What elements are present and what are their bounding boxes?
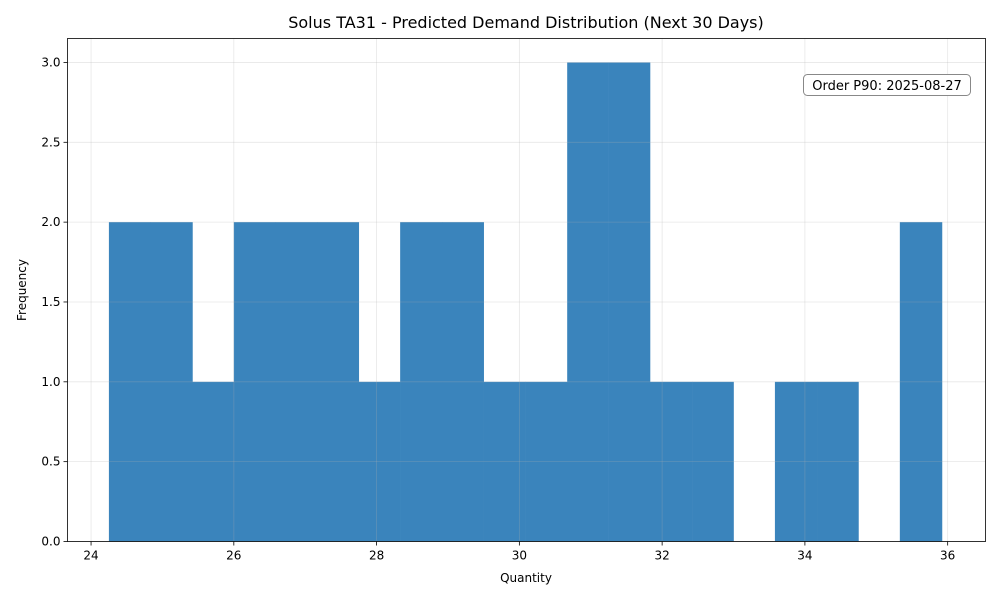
x-axis-ticks: 24 26 28 30 32 34 36 bbox=[83, 541, 955, 563]
histogram-bar bbox=[442, 222, 484, 542]
x-tick-label: 28 bbox=[369, 549, 384, 563]
histogram-bar bbox=[817, 381, 859, 542]
annotation-text: Order P90: 2025-08-27 bbox=[812, 79, 962, 94]
y-tick-label: 2.0 bbox=[41, 215, 60, 229]
histogram-bar bbox=[567, 62, 609, 542]
y-tick-label: 2.5 bbox=[41, 135, 60, 149]
histogram-bar bbox=[899, 222, 943, 542]
histogram-bar bbox=[233, 222, 276, 542]
histogram-bar bbox=[275, 222, 318, 542]
histogram-bar bbox=[192, 381, 235, 542]
y-axis-ticks: 0.0 0.5 1.0 1.5 2.0 2.5 3.0 bbox=[41, 55, 68, 549]
histogram-bar bbox=[358, 381, 401, 542]
bars bbox=[108, 62, 943, 542]
x-tick-label: 26 bbox=[226, 549, 241, 563]
y-axis-label: Frequency bbox=[15, 259, 29, 321]
p90-annotation: Order P90: 2025-08-27 bbox=[803, 74, 971, 96]
histogram-bar bbox=[649, 381, 693, 542]
histogram-bar bbox=[692, 381, 734, 542]
histogram-bar bbox=[774, 381, 818, 542]
y-tick-label: 3.0 bbox=[41, 55, 60, 69]
y-tick-label: 0.5 bbox=[41, 455, 60, 469]
plot-frame bbox=[67, 38, 986, 542]
histogram-bar bbox=[525, 381, 568, 542]
x-tick-label: 24 bbox=[83, 549, 98, 563]
x-tick-label: 36 bbox=[940, 549, 955, 563]
y-tick-label: 1.0 bbox=[41, 375, 60, 389]
histogram-bar bbox=[400, 222, 443, 542]
histogram-bar bbox=[483, 381, 526, 542]
y-tick-label: 0.0 bbox=[41, 535, 60, 549]
annotation-box bbox=[803, 74, 971, 96]
histogram-bar bbox=[150, 222, 193, 542]
x-tick-label: 32 bbox=[654, 549, 669, 563]
y-tick-label: 1.5 bbox=[41, 295, 60, 309]
histogram-bar bbox=[108, 222, 151, 542]
x-axis-label: Quantity bbox=[500, 571, 552, 585]
histogram-bar bbox=[317, 222, 360, 542]
x-tick-label: 30 bbox=[512, 549, 527, 563]
histogram-bar bbox=[608, 62, 651, 542]
x-tick-label: 34 bbox=[797, 549, 812, 563]
chart-title: Solus TA31 - Predicted Demand Distributi… bbox=[288, 13, 764, 32]
